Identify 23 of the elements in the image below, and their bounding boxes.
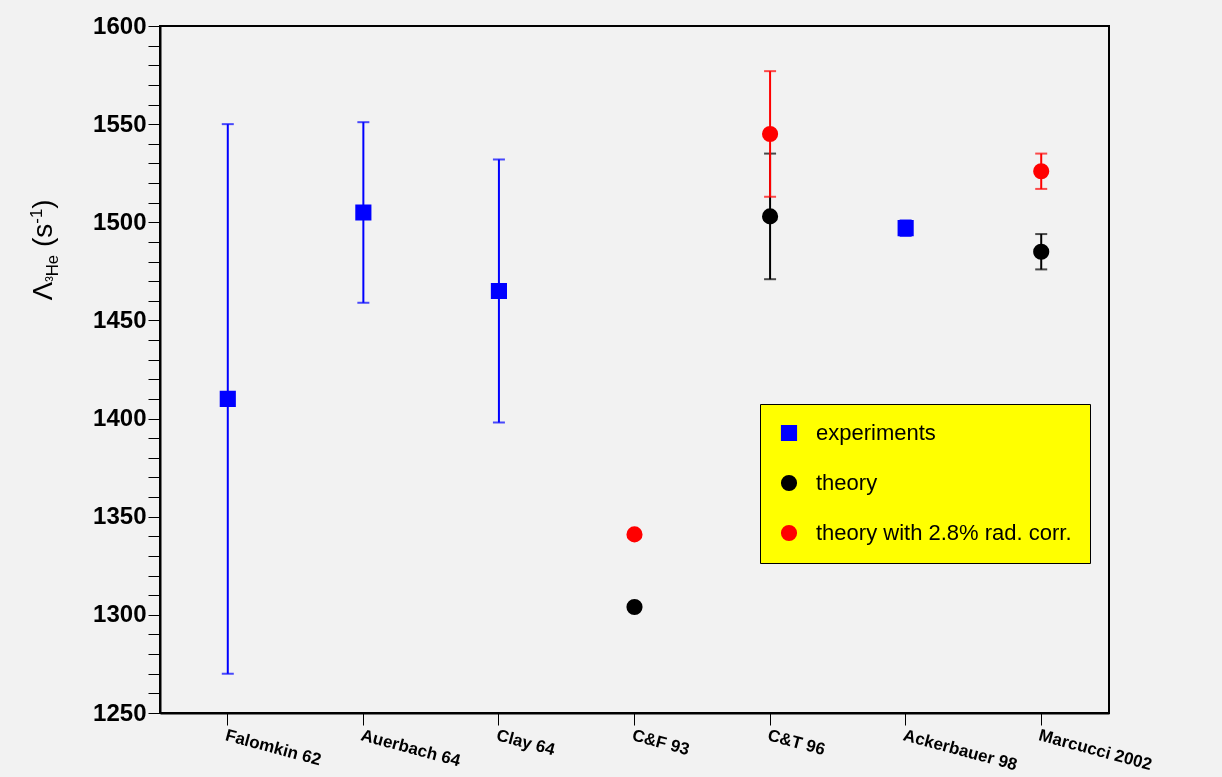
x-tick-label: C&F 93 bbox=[630, 725, 692, 760]
legend-label: theory with 2.8% rad. corr. bbox=[816, 520, 1072, 545]
point bbox=[626, 526, 643, 543]
y-tick-label: 1550 bbox=[93, 109, 147, 137]
y-tick-label: 1600 bbox=[93, 11, 147, 39]
point bbox=[355, 204, 372, 221]
y-tick-label: 1350 bbox=[93, 502, 147, 530]
y-tick-label: 1250 bbox=[93, 698, 147, 726]
point bbox=[490, 282, 507, 300]
x-tick-label: Clay 64 bbox=[494, 725, 558, 760]
y-tick-label: 1400 bbox=[93, 404, 147, 432]
y-tick-label: 1450 bbox=[93, 305, 147, 333]
point bbox=[1033, 243, 1050, 260]
point bbox=[762, 125, 779, 143]
point bbox=[762, 208, 779, 225]
legend-label: experiments bbox=[816, 420, 936, 445]
point bbox=[626, 598, 643, 616]
point bbox=[219, 390, 236, 408]
y-tick-label: 1500 bbox=[93, 207, 147, 235]
point bbox=[1033, 163, 1050, 180]
x-tick-label: C&T 96 bbox=[765, 725, 828, 760]
legend-label: theory bbox=[816, 470, 878, 495]
y-tick-label: 1300 bbox=[93, 600, 147, 628]
